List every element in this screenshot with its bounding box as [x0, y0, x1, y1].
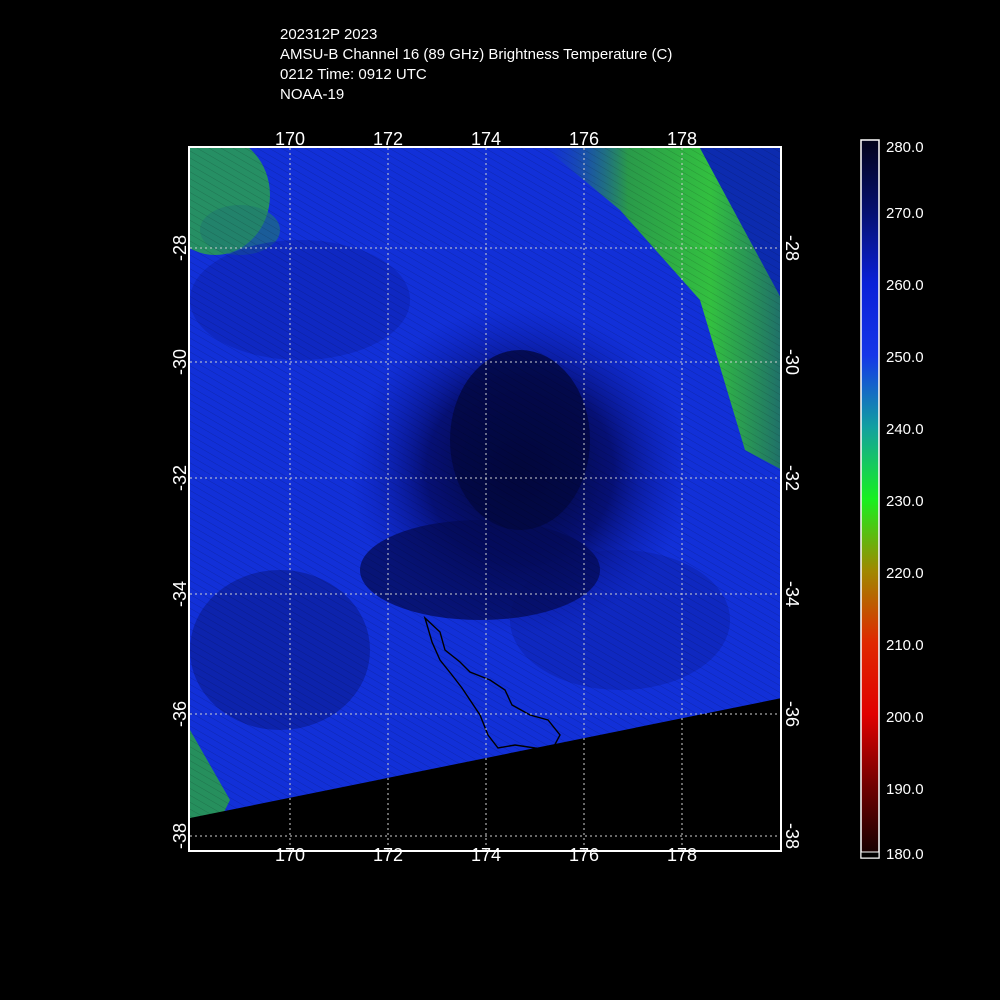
lon-label-top: 174: [471, 129, 501, 149]
lat-label-right: -30: [782, 349, 802, 375]
colorbar-label: 190.0: [886, 781, 924, 798]
lat-label-left: -36: [170, 701, 190, 727]
colorbar-labels: 280.0 270.0 260.0 250.0 240.0 230.0 220.…: [886, 139, 924, 863]
colorbar-label: 270.0: [886, 205, 924, 222]
colorbar-label: 260.0: [886, 277, 924, 294]
lat-label-left: -28: [170, 235, 190, 261]
colorbar-label: 180.0: [886, 846, 924, 863]
colorbar-label: 280.0: [886, 139, 924, 156]
lon-label-bottom: 178: [667, 845, 697, 865]
lat-label-left: -34: [170, 581, 190, 607]
left-latitude-labels: -28 -30 -32 -34 -36 -38: [170, 235, 190, 849]
lat-label-right: -32: [782, 465, 802, 491]
colorbar-gradient: [861, 140, 879, 858]
bottom-longitude-labels: 170 172 174 176 178: [275, 845, 697, 865]
colorbar-label: 200.0: [886, 709, 924, 726]
lon-label-bottom: 176: [569, 845, 599, 865]
lon-label-bottom: 170: [275, 845, 305, 865]
colorbar-min-swatch: [860, 851, 880, 859]
lon-label-top: 172: [373, 129, 403, 149]
lat-label-left: -38: [170, 823, 190, 849]
lon-label-bottom: 172: [373, 845, 403, 865]
lon-label-top: 176: [569, 129, 599, 149]
channel-title: AMSU-B Channel 16 (89 GHz) Brightness Te…: [280, 46, 673, 63]
colorbar-label: 230.0: [886, 493, 924, 510]
lon-label-top: 170: [275, 129, 305, 149]
lon-label-top: 178: [667, 129, 697, 149]
time-title: 0212 Time: 0912 UTC: [280, 66, 427, 83]
lat-label-left: -30: [170, 349, 190, 375]
lat-label-right: -38: [782, 823, 802, 849]
lat-label-left: -32: [170, 465, 190, 491]
title-block: 202312P 2023 AMSU-B Channel 16 (89 GHz) …: [280, 25, 672, 105]
satellite-title: NOAA-19: [280, 86, 345, 103]
coastline: [423, 615, 561, 751]
brightness-temperature-field: [190, 148, 780, 850]
lat-label-right: -34: [782, 581, 802, 607]
lat-label-right: -36: [782, 701, 802, 727]
lat-label-right: -28: [782, 235, 802, 261]
graticule: [190, 148, 780, 850]
colorbar-label: 220.0: [886, 565, 924, 582]
colorbar-label: 210.0: [886, 637, 924, 654]
storm-id-title: 202312P 2023: [280, 26, 378, 43]
plot-border: [188, 146, 782, 852]
colorbar-label: 240.0: [886, 421, 924, 438]
colorbar: [860, 139, 880, 859]
right-latitude-labels: -28 -30 -32 -34 -36 -38: [782, 235, 802, 849]
lon-label-bottom: 174: [471, 845, 501, 865]
top-longitude-labels: 170 172 174 176 178: [275, 129, 697, 149]
colorbar-label: 250.0: [886, 349, 924, 366]
